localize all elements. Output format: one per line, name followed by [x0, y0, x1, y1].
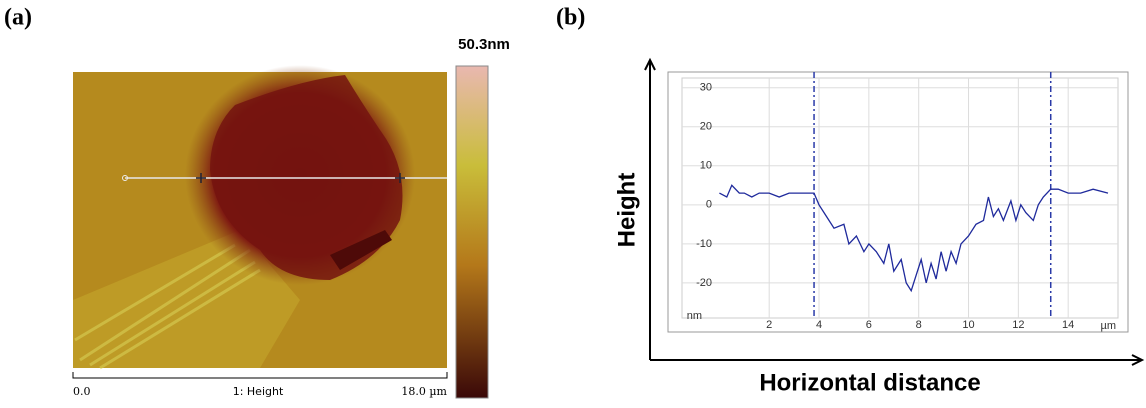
x-tick-label: 8 — [916, 319, 922, 331]
y-tick-label: 20 — [700, 121, 712, 133]
scale-label: 1: Height — [233, 385, 284, 398]
y-axis-title: Height — [613, 173, 640, 248]
x-tick-label: 12 — [1012, 319, 1024, 331]
x-tick-label: 10 — [962, 319, 974, 331]
scale-label: 18.0 µm — [401, 385, 447, 398]
y-tick-label: -10 — [696, 238, 712, 250]
panel-label: (a) — [4, 5, 32, 31]
afm-image — [73, 65, 447, 370]
y-tick-label: 0 — [706, 199, 712, 211]
colorbar-max: 50.3nm — [458, 36, 510, 53]
profile-line — [719, 184, 1109, 293]
x-tick-label: 2 — [766, 319, 772, 331]
scale-bar — [72, 372, 448, 379]
x-axis-title: Horizontal distance — [759, 369, 980, 396]
plot-frame — [667, 71, 1129, 333]
y-tick-label: 30 — [700, 82, 712, 94]
axis-arrows — [644, 57, 1145, 366]
colorbar — [455, 65, 489, 399]
plot: 30 20 10 0 -10 -20 2 4 6 8 10 12 14 nm µm — [681, 72, 1119, 332]
plot-area — [681, 77, 1119, 319]
panel-label: (b) — [556, 5, 585, 31]
x-tick-label: 14 — [1062, 319, 1074, 331]
y-unit: nm — [687, 310, 702, 322]
y-tick-label: -20 — [696, 277, 712, 289]
scale-label: 0.0 — [73, 385, 91, 398]
x-unit: µm — [1100, 320, 1116, 332]
x-tick-label: 6 — [866, 319, 872, 331]
x-tick-label: 4 — [816, 319, 822, 331]
y-tick-label: 10 — [700, 160, 712, 172]
